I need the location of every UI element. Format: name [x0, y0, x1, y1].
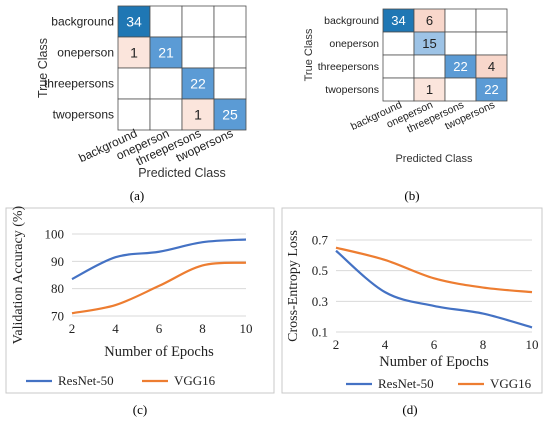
panel-label-d: (d)	[402, 402, 417, 417]
x-axis-title: Number of Epochs	[104, 344, 214, 360]
y-tick-label: 0.7	[312, 233, 329, 248]
line-chart-loss: 0.1 0.3 0.5 0.7 2 4 6 8 10 Number of Epochs Cross-…	[281, 207, 543, 394]
cm-value-label: 15	[422, 36, 436, 51]
cm-row-label: twopersons	[53, 108, 114, 122]
cm-cell	[444, 31, 477, 56]
series-line-resnet-50	[335, 249, 533, 329]
cm-value-label: 4	[488, 59, 495, 74]
y-tick-label: 90	[51, 254, 64, 269]
x-tick-label: 8	[480, 337, 487, 352]
chart-frame	[5, 207, 275, 394]
cm-x-axis-title: Predicted Class	[138, 166, 226, 180]
cm-value-label: 34	[391, 13, 405, 28]
cm-value-label: 21	[158, 45, 174, 61]
y-tick-label: 70	[51, 309, 64, 324]
series-line-vgg16	[71, 261, 247, 315]
cm-cell	[213, 98, 247, 131]
cm-value-label: 6	[426, 13, 433, 28]
cm-row-label: background	[324, 15, 379, 27]
cm-cell	[382, 31, 415, 56]
cm-value-label: 22	[453, 59, 467, 74]
cm-cell	[117, 98, 151, 131]
x-tick-label: 6	[156, 321, 163, 336]
y-axis-title: Validation Accuracy (%)	[11, 205, 26, 344]
cm-cell	[213, 5, 247, 38]
cm-row-label: twopersons	[325, 84, 379, 96]
legend-label: VGG16	[174, 373, 216, 388]
x-tick-label: 4	[112, 321, 119, 336]
cm-cell	[181, 36, 215, 69]
cm-value-label: 1	[194, 107, 202, 123]
x-tick-label: 8	[199, 321, 206, 336]
cm-cell	[149, 5, 183, 38]
y-tick-label: 100	[45, 227, 65, 242]
y-tick-label: 0.5	[312, 263, 328, 278]
x-tick-label: 4	[382, 337, 389, 352]
confusion-matrix-a: 34 1 21 22 1 25 background oneperson threeperson…	[36, 5, 247, 180]
cm-cell	[149, 67, 183, 100]
cm-cell	[382, 54, 415, 79]
cm-cell	[213, 67, 247, 100]
line-chart-accuracy: 70 80 90 100 2 4 6 8 10 Number of Epochs Validatio…	[5, 205, 275, 394]
cm-row-label: background	[51, 15, 114, 29]
y-tick-label: 0.3	[312, 294, 328, 309]
y-tick-label: 0.1	[312, 325, 328, 340]
cm-cell	[117, 36, 151, 69]
panel-label-c: (c)	[133, 402, 147, 417]
x-axis-title: Number of Epochs	[379, 354, 489, 370]
x-tick-label: 10	[240, 321, 253, 336]
legend-label: ResNet-50	[58, 373, 114, 388]
cm-cell	[181, 5, 215, 38]
cm-cell	[413, 54, 446, 79]
cm-cell	[444, 8, 477, 33]
x-tick-label: 2	[69, 321, 76, 336]
cm-cell	[475, 31, 508, 56]
cm-cell	[117, 67, 151, 100]
x-tick-label: 10	[526, 337, 539, 352]
cm-x-axis-title: Predicted Class	[395, 153, 473, 165]
cm-cell	[117, 5, 151, 38]
cm-row-label: threepersons	[44, 77, 114, 91]
cm-row-label: oneperson	[329, 38, 379, 50]
y-axis-title: Cross-Entropy Loss	[286, 230, 301, 342]
cm-row-label: oneperson	[57, 46, 114, 60]
cm-cell	[213, 36, 247, 69]
cm-cell	[149, 98, 183, 131]
series-line-resnet-50	[71, 238, 247, 281]
cm-value-label: 1	[130, 45, 138, 61]
cm-value-label: 34	[126, 14, 142, 30]
cm-value-label: 22	[484, 82, 498, 97]
chart-frame	[281, 207, 543, 394]
cm-value-label: 22	[190, 76, 206, 92]
cm-cell	[475, 8, 508, 33]
cm-value-label: 1	[426, 82, 433, 97]
cm-cell	[475, 77, 508, 102]
cm-value-label: 25	[222, 107, 238, 123]
legend-label: ResNet-50	[378, 376, 434, 391]
cm-row-label: threepersons	[318, 61, 379, 73]
panel-label-b: (b)	[404, 188, 419, 203]
cm-y-axis-title: True Class	[303, 28, 315, 81]
cm-y-axis-title: True Class	[36, 38, 50, 98]
y-tick-label: 80	[51, 281, 64, 296]
cm-cell	[181, 98, 215, 131]
confusion-matrix-b: 34 6 15 22 4 1 22 background oneperson threeperso…	[303, 8, 508, 165]
cm-cell	[444, 77, 477, 102]
cm-cell	[382, 77, 415, 102]
panel-label-a: (a)	[130, 188, 144, 203]
legend-label: VGG16	[490, 376, 532, 391]
series-line-vgg16	[335, 246, 533, 294]
x-tick-label: 6	[431, 337, 438, 352]
x-tick-label: 2	[333, 337, 340, 352]
